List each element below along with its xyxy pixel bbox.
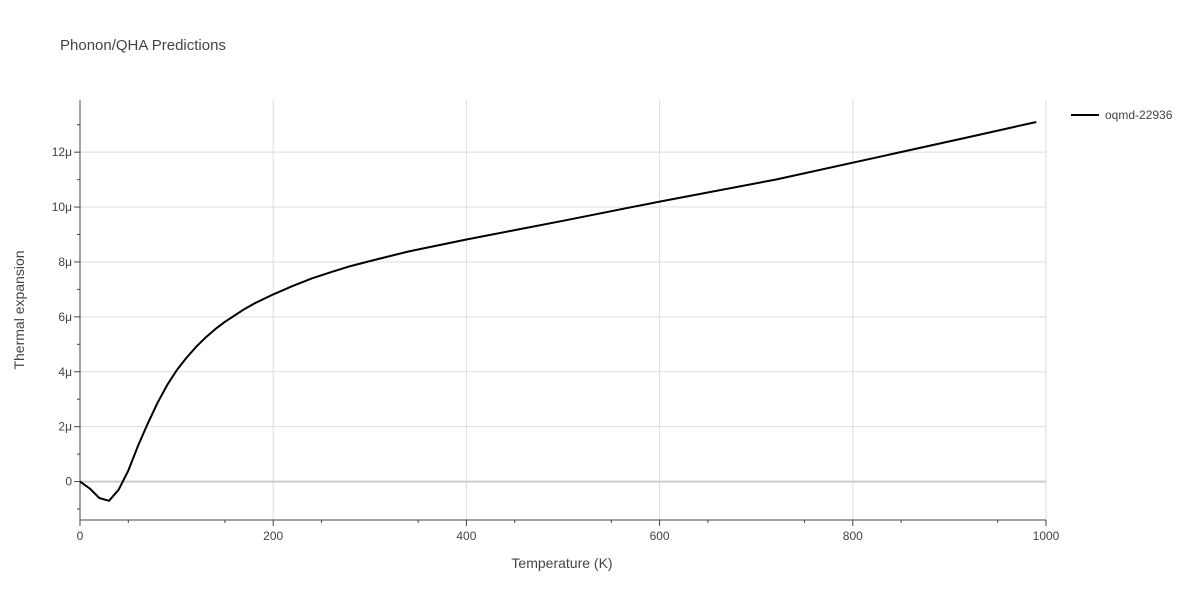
x-tick-label: 200 bbox=[263, 529, 283, 543]
y-tick-label: 8μ bbox=[58, 255, 72, 269]
chart-title: Phonon/QHA Predictions bbox=[60, 37, 226, 54]
y-tick-label: 6μ bbox=[58, 310, 72, 324]
x-axis-title: Temperature (K) bbox=[511, 555, 612, 571]
legend-label: oqmd-22936 bbox=[1105, 108, 1173, 122]
y-tick-label: 4μ bbox=[58, 365, 72, 379]
y-tick-label: 0 bbox=[65, 475, 72, 489]
x-tick-label: 400 bbox=[456, 529, 476, 543]
y-axis-title: Thermal expansion bbox=[11, 250, 27, 369]
axes: 0 200 400 600 800 1000 0 2μ 4μ 6μ 8μ 10μ 12μ bbox=[52, 100, 1060, 543]
x-tick-label: 600 bbox=[650, 529, 670, 543]
series-layer bbox=[79, 121, 1037, 502]
x-tick-label: 0 bbox=[77, 529, 84, 543]
y-tick-label: 12μ bbox=[52, 145, 72, 159]
x-tick-label: 1000 bbox=[1033, 529, 1060, 543]
legend[interactable]: oqmd-22936 bbox=[1071, 108, 1173, 122]
y-tick-label: 2μ bbox=[58, 420, 72, 434]
x-tick-label: 800 bbox=[843, 529, 863, 543]
series-line-oqmd-22936 bbox=[79, 121, 1037, 502]
legend-item[interactable]: oqmd-22936 bbox=[1071, 108, 1173, 122]
y-tick-label: 10μ bbox=[52, 200, 72, 214]
grid bbox=[80, 100, 1047, 520]
